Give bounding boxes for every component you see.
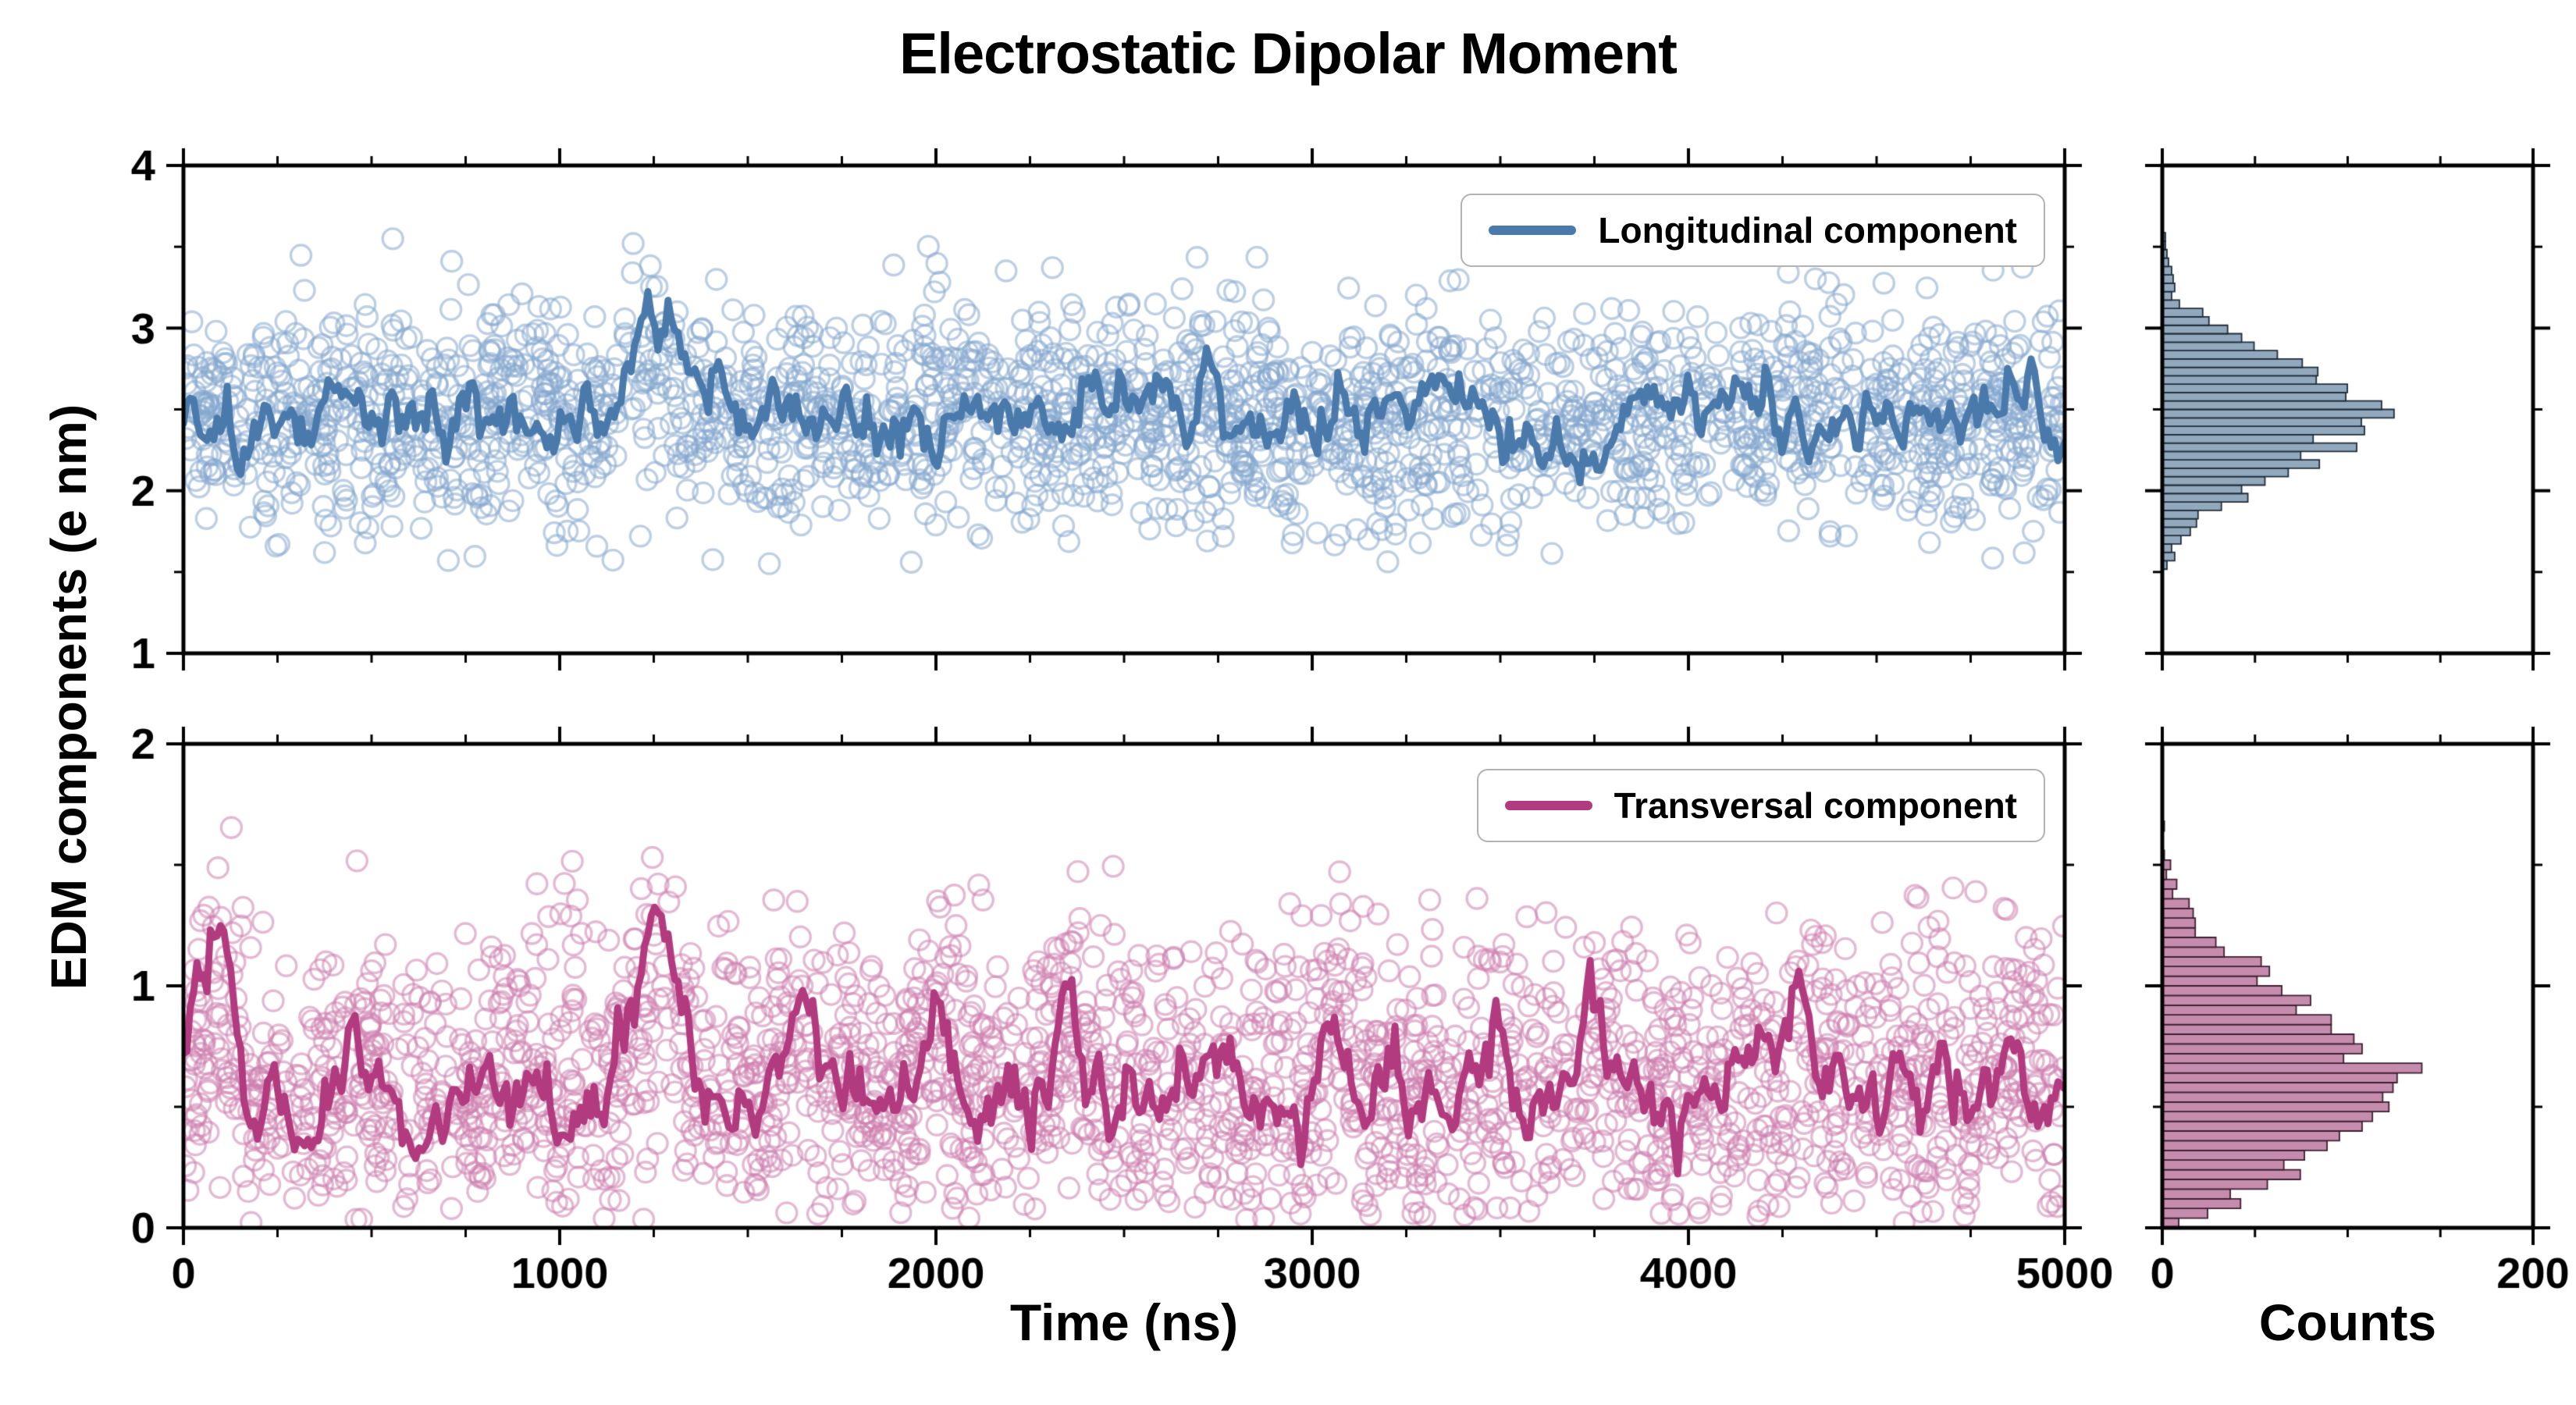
y-axis-label: EDM components (e nm)	[41, 404, 97, 991]
legend-line-swatch-longitudinal	[1489, 226, 1577, 235]
legend-line-swatch-transversal	[1504, 801, 1592, 810]
legend-transversal: Transversal component	[1476, 769, 2045, 842]
hist-x-axis-label: Counts	[2258, 1293, 2437, 1351]
chart-title: Electrostatic Dipolar Moment	[899, 21, 1678, 86]
legend-longitudinal: Longitudinal component	[1461, 194, 2045, 267]
x-axis-label: Time (ns)	[1009, 1293, 1239, 1351]
legend-label-transversal: Transversal component	[1614, 785, 2017, 826]
legend-label-longitudinal: Longitudinal component	[1598, 210, 2017, 251]
